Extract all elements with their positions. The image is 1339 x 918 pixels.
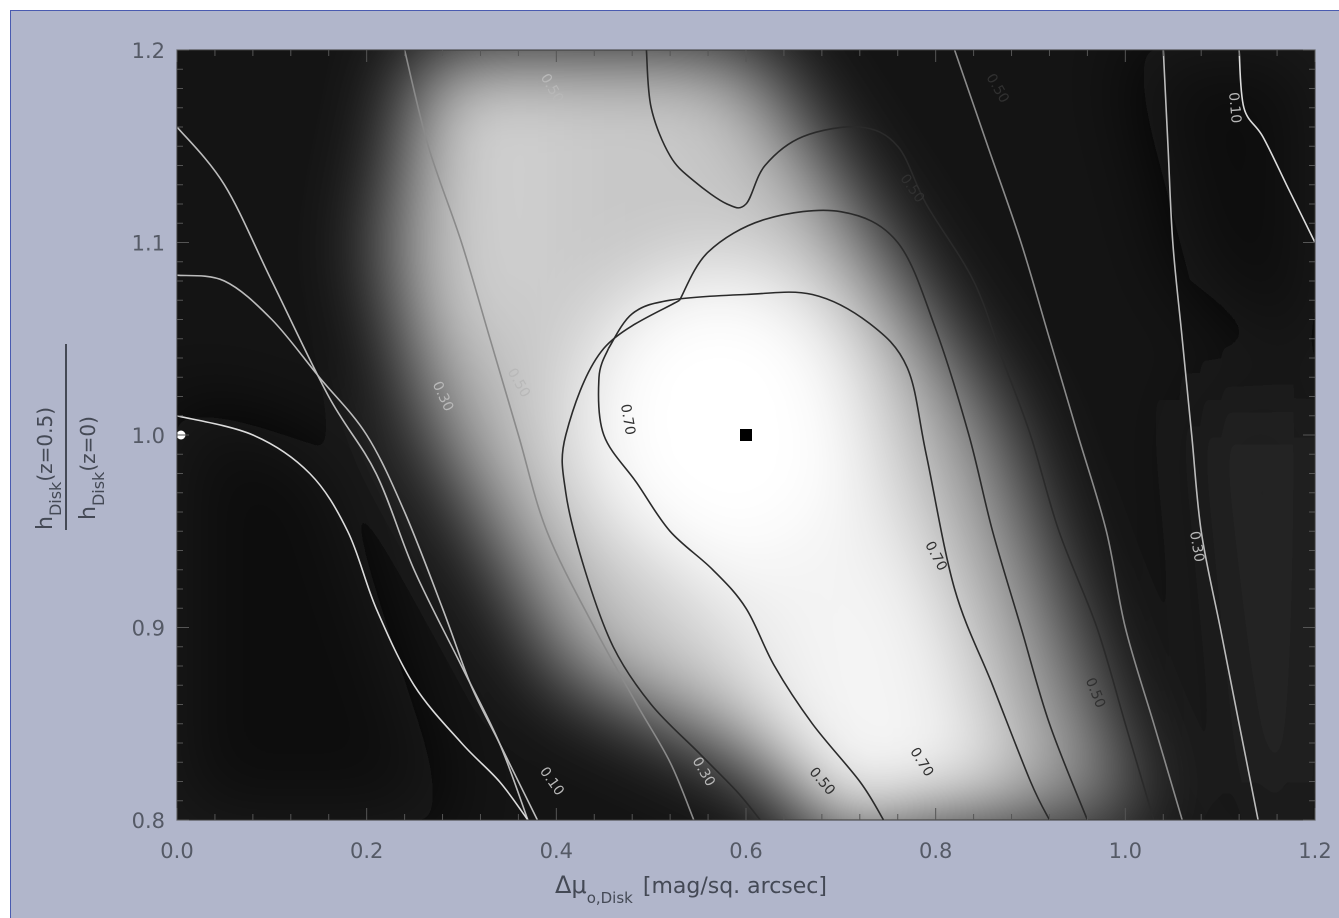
y-label-denominator-arg: (z=0) — [76, 416, 100, 472]
y-label-denominator-sub: Disk — [89, 471, 108, 506]
contour-line-0_7-0 — [607, 291, 1051, 820]
contour-line-0_5-2 — [645, 50, 1155, 820]
x-tick-label: 1.2 — [1298, 839, 1331, 863]
svg-text:hDisk(z=0.5): hDisk(z=0.5) — [33, 407, 65, 530]
contour-line-0_1-10 — [177, 415, 529, 820]
y-axis: 0.8 0.9 1.0 1.1 1.2 — [132, 39, 1315, 833]
contour-line-0_1-11 — [1238, 50, 1315, 243]
y-label-denominator: h — [76, 506, 101, 520]
contour-line-0_5-5 — [403, 50, 695, 820]
contour-lines — [177, 50, 1315, 820]
y-axis-title: hDisk(z=0.5) hDisk(z=0) — [33, 344, 108, 530]
svg-text:hDisk(z=0): hDisk(z=0) — [76, 416, 108, 520]
markers — [177, 429, 752, 441]
x-tick-label: 1.0 — [1109, 839, 1142, 863]
y-tick-label: 1.0 — [132, 424, 165, 448]
contour-line-0_3-8 — [177, 274, 539, 820]
contour-line-0_3-9 — [1162, 50, 1259, 820]
x-axis-unit: [mag/sq. arcsec] — [643, 874, 827, 899]
x-tick-label: 0.0 — [160, 839, 193, 863]
y-label-numerator-sub: Disk — [46, 481, 65, 516]
x-tick-label: 0.2 — [350, 839, 383, 863]
contour-label-2: 0.10 — [1225, 92, 1244, 124]
contour-line-0_3-7 — [177, 126, 529, 820]
x-tick-label: 0.6 — [729, 839, 762, 863]
contour-line-0_5-6 — [953, 50, 1183, 820]
y-tick-label: 1.2 — [132, 39, 165, 63]
x-axis-label: Δμ — [555, 871, 587, 899]
x-axis: 0.0 0.2 0.4 0.6 0.8 1.0 1.2 — [160, 50, 1332, 863]
y-label-numerator: h — [33, 516, 58, 530]
y-label-numerator-arg: (z=0.5) — [33, 407, 57, 482]
svg-text:Δμo,Disk[mag/sq. arcsec]: Δμo,Disk [mag/sq. arcsec] — [555, 871, 827, 907]
y-tick-label: 1.1 — [132, 232, 165, 256]
contour-label-6: 0.70 — [617, 403, 638, 436]
x-tick-label: 0.8 — [919, 839, 952, 863]
x-tick-label: 0.4 — [540, 839, 573, 863]
contour-line-0_7-1 — [597, 348, 885, 820]
contour-line-0_5-4 — [561, 299, 761, 820]
contour-line-0_5-3 — [678, 209, 1089, 820]
y-tick-label: 0.8 — [132, 809, 165, 833]
x-axis-label-subscript: o,Disk — [587, 889, 633, 907]
plot-area: 0.50 0.500.100.500.500.300.700.70 0.300.50… — [177, 50, 1315, 820]
intensity-field — [177, 50, 1315, 820]
x-axis-title: Δμo,Disk [mag/sq. arcsec] — [555, 871, 827, 907]
contour-label-8: 0.30 — [1186, 530, 1207, 563]
best-fit-marker — [740, 429, 752, 441]
y-tick-label: 0.9 — [132, 617, 165, 641]
